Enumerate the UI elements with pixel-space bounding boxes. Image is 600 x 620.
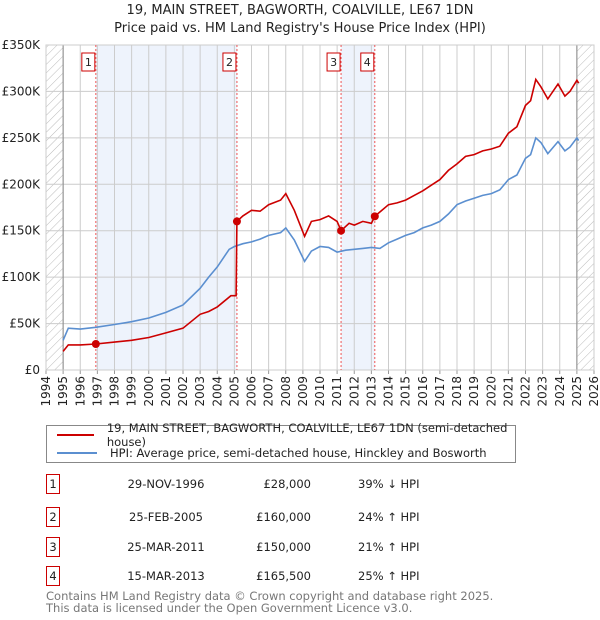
property-series-line <box>62 77 580 352</box>
x-tick-label: 2026 <box>587 376 600 407</box>
price-chart: 1994 1995 1996 1997 1998 1999 2000 2001 2002 2003… <box>2 38 600 407</box>
x-tick-label: 2016 <box>416 376 430 407</box>
transaction-hpi-diff: 25% ↑ HPI <box>358 569 420 583</box>
x-tick-label: 2004 <box>210 376 224 407</box>
x-tick-label: 2025 <box>570 376 584 407</box>
transaction-label-number: 2 <box>226 56 233 69</box>
x-tick-label: 2007 <box>262 376 276 407</box>
transaction-label-box <box>360 52 375 72</box>
x-tick-label: 2009 <box>296 376 310 407</box>
y-tick-label: £250K <box>2 131 42 145</box>
no-data-hatch <box>576 45 594 370</box>
transaction-date: 29-NOV-1996 <box>127 477 205 491</box>
x-tick-label: 2023 <box>536 376 550 407</box>
x-tick-label: 2020 <box>484 376 498 407</box>
legend-label-property: 19, MAIN STREET, BAGWORTH, COALVILLE, LE… <box>106 421 508 449</box>
x-tick-label: 2000 <box>142 376 156 407</box>
x-tick-label: 2019 <box>467 376 481 407</box>
legend: 19, MAIN STREET, BAGWORTH, COALVILLE, LE… <box>46 421 516 463</box>
transaction-row: 1 29-NOV-1996 £28,000 39% ↓ HPI <box>46 474 546 494</box>
transaction-hpi-diff: 21% ↑ HPI <box>358 540 420 554</box>
x-tick-label: 2015 <box>399 376 413 407</box>
transaction-row: 3 25-MAR-2011 £150,000 21% ↑ HPI <box>46 537 546 557</box>
transaction-date: 25-MAR-2011 <box>127 540 205 554</box>
x-tick-label: 1994 <box>39 376 53 407</box>
y-tick-label: £350K <box>2 38 42 52</box>
x-tick-label: 1997 <box>90 376 104 407</box>
x-tick-label: 2005 <box>227 376 241 407</box>
x-tick-label: 2017 <box>433 376 447 407</box>
legend-swatch-property <box>57 434 94 436</box>
transaction-price: £165,500 <box>256 569 311 583</box>
x-tick-label: 1999 <box>125 376 139 407</box>
legend-item-hpi: HPI: Average price, semi-detached house,… <box>57 445 487 461</box>
footer-licence: This data is licensed under the Open Gov… <box>46 601 413 615</box>
transaction-number: 4 <box>46 566 60 586</box>
y-tick-label: £150K <box>2 224 42 238</box>
x-tick-label: 2006 <box>245 376 259 407</box>
y-tick-label: £200K <box>2 177 42 191</box>
x-tick-label: 2008 <box>279 376 293 407</box>
transaction-point <box>337 226 346 235</box>
transaction-row: 4 15-MAR-2013 £165,500 25% ↑ HPI <box>46 566 546 586</box>
plot-border <box>45 44 595 371</box>
transaction-number: 1 <box>46 474 60 494</box>
transaction-point <box>370 212 379 221</box>
x-tick-label: 2018 <box>450 376 464 407</box>
x-tick-label: 1995 <box>56 376 70 407</box>
x-tick-label: 2012 <box>347 376 361 407</box>
transaction-date: 25-FEB-2005 <box>129 510 203 524</box>
ownership-shade <box>341 45 375 370</box>
chart-subtitle: Price paid vs. HM Land Registry's House … <box>114 21 486 36</box>
transaction-price: £150,000 <box>256 540 311 554</box>
transaction-number: 2 <box>46 507 60 527</box>
x-tick-label: 1998 <box>108 376 122 407</box>
x-tick-label: 2024 <box>553 376 567 407</box>
transaction-label-box <box>81 52 96 72</box>
transaction-price: £28,000 <box>263 477 311 491</box>
chart-title: 19, MAIN STREET, BAGWORTH, COALVILLE, LE… <box>126 3 474 18</box>
legend-label-hpi: HPI: Average price, semi-detached house,… <box>110 446 487 460</box>
transaction-hpi-diff: 39% ↓ HPI <box>358 477 420 491</box>
transaction-row: 2 25-FEB-2005 £160,000 24% ↑ HPI <box>46 507 546 527</box>
y-tick-label: £100K <box>2 270 42 284</box>
x-tick-label: 2014 <box>382 376 396 407</box>
legend-swatch-hpi <box>57 452 97 454</box>
x-tick-label: 2010 <box>313 376 327 407</box>
x-tick-label: 2003 <box>193 376 207 407</box>
x-tick-label: 2021 <box>501 376 515 407</box>
x-tick-label: 2013 <box>364 376 378 407</box>
x-tick-label: 2002 <box>176 376 190 407</box>
x-tick-label: 2001 <box>159 376 173 407</box>
hpi-series-line <box>62 136 580 341</box>
no-data-hatch <box>46 45 64 370</box>
transaction-label-number: 4 <box>364 56 371 69</box>
transaction-price: £160,000 <box>256 510 311 524</box>
transaction-label-box <box>326 52 341 72</box>
ownership-shade <box>95 45 237 370</box>
transaction-date: 15-MAR-2013 <box>127 569 205 583</box>
transaction-label-box <box>222 52 237 72</box>
x-tick-label: 2022 <box>519 376 533 407</box>
transaction-hpi-diff: 24% ↑ HPI <box>358 510 420 524</box>
transaction-label-number: 3 <box>330 56 337 69</box>
transaction-point <box>91 340 100 348</box>
x-tick-label: 2011 <box>330 376 344 407</box>
transaction-label-number: 1 <box>85 56 92 69</box>
x-tick-label: 1996 <box>73 376 87 407</box>
y-tick-label: £50K <box>9 317 41 331</box>
y-tick-label: £300K <box>2 84 42 98</box>
transaction-number: 3 <box>46 537 60 557</box>
legend-item-property: 19, MAIN STREET, BAGWORTH, COALVILLE, LE… <box>57 421 515 449</box>
transaction-point <box>232 217 241 226</box>
y-tick-label: £0 <box>25 363 40 377</box>
footer-copyright: Contains HM Land Registry data © Crown c… <box>46 589 494 603</box>
